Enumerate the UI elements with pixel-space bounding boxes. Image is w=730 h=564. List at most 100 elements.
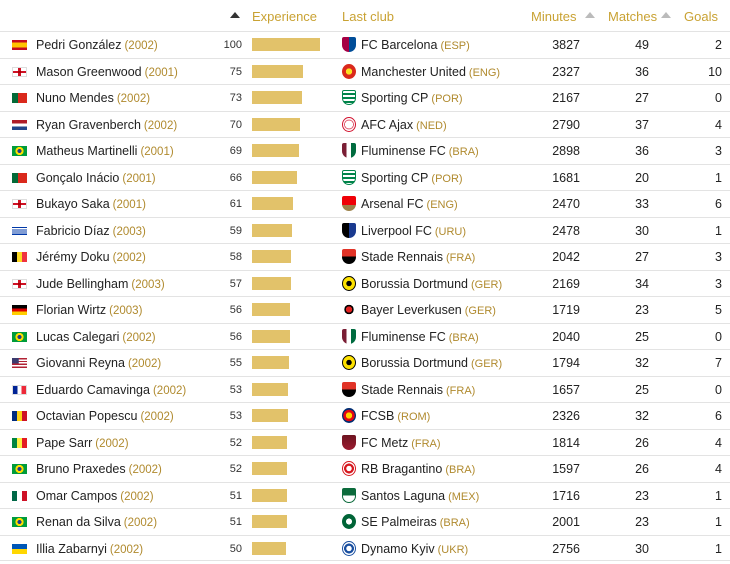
minutes-value: 2470 xyxy=(552,197,580,211)
last-club-name[interactable]: Santos Laguna (MEX) xyxy=(361,489,479,503)
last-club-name[interactable]: Sporting CP (POR) xyxy=(361,171,463,185)
table-row[interactable]: Lucas Calegari (2002) 56 Fluminense FC (BRA)… xyxy=(0,322,730,350)
last-club-name[interactable]: Stade Rennais (FRA) xyxy=(361,250,475,264)
last-club-name[interactable]: SE Palmeiras (BRA) xyxy=(361,515,470,529)
player-name-text: Gonçalo Inácio xyxy=(36,170,120,185)
table-row[interactable]: Florian Wirtz (2003) 56 Bayer Leverkusen (GE… xyxy=(0,296,730,323)
matches-sort-icon[interactable] xyxy=(661,12,671,18)
experience-bar xyxy=(252,303,290,316)
experience-bar xyxy=(252,409,288,422)
portugal-flag-icon xyxy=(12,93,27,103)
last-club-column-header[interactable]: Last club xyxy=(342,9,395,24)
last-club-name[interactable]: Dynamo Kyiv (UKR) xyxy=(361,542,468,556)
last-club-name[interactable]: Borussia Dortmund (GER) xyxy=(361,356,502,370)
experience-column-header[interactable]: Experience xyxy=(252,9,318,24)
club-name-text: Stade Rennais xyxy=(361,382,444,397)
barcelona-crest-icon xyxy=(342,37,356,52)
matches-value: 30 xyxy=(635,223,649,238)
minutes-value: 1681 xyxy=(552,170,580,185)
player-name[interactable]: Omar Campos (2002) xyxy=(36,489,154,503)
last-club-name[interactable]: Sporting CP (POR) xyxy=(361,91,463,105)
matches-value: 36 xyxy=(635,64,649,79)
player-name[interactable]: Illia Zabarnyi (2002) xyxy=(36,542,143,556)
birth-year: (2001) xyxy=(144,66,178,79)
matches-value: 23 xyxy=(635,303,649,317)
experience-value: 73 xyxy=(229,92,242,104)
last-club-name[interactable]: Bayer Leverkusen (GER) xyxy=(361,303,496,317)
last-club-name[interactable]: Manchester United (ENG) xyxy=(361,65,500,79)
table-row[interactable]: Matheus Martinelli (2001) 69 Fluminense FC(… xyxy=(0,137,730,164)
club-country: (POR) xyxy=(431,172,463,185)
birth-year: (2002) xyxy=(140,411,174,423)
last-club-name[interactable]: FCSB (ROM) xyxy=(361,409,430,423)
table-row[interactable]: Bukayo Saka (2001) 61 Arsenal FC (ENG) 2470 33… xyxy=(0,190,730,217)
player-name[interactable]: Bruno Praxedes (2002) xyxy=(36,462,162,476)
player-name[interactable]: Nuno Mendes (2002) xyxy=(36,91,150,105)
player-name[interactable]: Jérémy Doku (2002) xyxy=(36,250,146,264)
last-club-name[interactable]: Fluminense FC (BRA) xyxy=(361,144,479,158)
experience-value: 69 xyxy=(229,145,242,157)
minutes-sort-icon[interactable] xyxy=(585,12,595,18)
last-club-name[interactable]: Arsenal FC (ENG) xyxy=(361,197,458,211)
table-row[interactable]: Ryan Gravenberch (2002) 70 AFC Ajax (NED) 279… xyxy=(0,110,730,138)
table-row[interactable]: Fabricio Díaz (2003) 59 Liverpool FC (URU) 24… xyxy=(0,216,730,244)
matches-column-header[interactable]: Matches xyxy=(608,9,658,24)
matches-value: 26 xyxy=(635,435,649,450)
player-name[interactable]: Jude Bellingham (2003) xyxy=(36,277,165,291)
table-row[interactable]: Jude Bellingham (2003) 57 Borussia Dortmund… xyxy=(0,269,730,297)
player-name[interactable]: Giovanni Reyna (2002) xyxy=(36,356,161,370)
birth-year: (2002) xyxy=(95,437,129,450)
last-club-name[interactable]: AFC Ajax (NED) xyxy=(361,118,447,132)
player-name[interactable]: Lucas Calegari (2002) xyxy=(36,330,156,344)
usa-flag-icon xyxy=(12,358,27,368)
player-name[interactable]: Octavian Popescu (2002) xyxy=(36,409,174,423)
last-club-name[interactable]: Borussia Dortmund (GER) xyxy=(361,277,502,291)
table-row[interactable]: Omar Campos (2002) 51 Santos Laguna (MEX) 171… xyxy=(0,481,730,509)
last-club-name[interactable]: FC Metz (FRA) xyxy=(361,436,441,450)
player-name-text: Jérémy Doku xyxy=(36,250,110,264)
last-club-name[interactable]: FC Barcelona (ESP) xyxy=(361,38,470,52)
metz-crest-icon xyxy=(342,434,356,450)
player-name[interactable]: Pedri González (2002) xyxy=(36,38,158,52)
table-row[interactable]: Eduardo Camavinga (2002) 53 Stade Rennais (F… xyxy=(0,375,730,403)
last-club-name[interactable]: RB Bragantino (BRA) xyxy=(361,462,475,476)
table-row[interactable]: Pape Sarr (2002) 52 FC Metz (FRA) 1814 26 4 xyxy=(0,428,730,456)
player-name[interactable]: Pape Sarr (2002) xyxy=(36,436,129,450)
player-name[interactable]: Florian Wirtz (2003) xyxy=(36,303,142,317)
table-row[interactable]: Octavian Popescu (2002) 53 FCSB (ROM) 2326 32 6 xyxy=(0,402,730,429)
table-row[interactable]: Nuno Mendes (2002) 73 Sporting CP (POR) 2167 2… xyxy=(0,84,730,111)
last-club-name[interactable]: Liverpool FC (URU) xyxy=(361,224,466,238)
table-row[interactable]: Pedri González (2002) 100 FC Barcelona (ESP)… xyxy=(0,31,730,58)
player-name[interactable]: Eduardo Camavinga (2002) xyxy=(36,383,186,397)
birth-year: (2002) xyxy=(124,40,158,52)
goals-column-header[interactable]: Goals xyxy=(684,9,718,24)
club-country: (BRA) xyxy=(448,146,479,158)
table-row[interactable]: Giovanni Reyna (2002) 55 Borussia Dortmund(… xyxy=(0,349,730,376)
club-name-text: Manchester United xyxy=(361,64,466,79)
table-row[interactable]: Bruno Praxedes (2002) 52 RB Bragantino (BRA)… xyxy=(0,455,730,482)
table-row[interactable]: Mason Greenwood (2001) 75 Manchester United… xyxy=(0,57,730,85)
player-name[interactable]: Fabricio Díaz (2003) xyxy=(36,224,146,238)
table-row[interactable]: Gonçalo Inácio (2001) 66 Sporting CP (POR) 16… xyxy=(0,163,730,191)
club-country: (URU) xyxy=(434,225,467,238)
arsenal-crest-icon xyxy=(342,196,356,211)
player-name[interactable]: Ryan Gravenberch (2002) xyxy=(36,118,177,132)
minutes-column-header[interactable]: Minutes xyxy=(531,9,577,24)
player-name[interactable]: Gonçalo Inácio (2001) xyxy=(36,171,156,185)
minutes-value: 2001 xyxy=(552,515,580,529)
player-name[interactable]: Bukayo Saka (2001) xyxy=(36,197,146,211)
player-name-text: Illia Zabarnyi xyxy=(36,541,107,556)
player-name[interactable]: Renan da Silva (2002) xyxy=(36,515,157,529)
table-row[interactable]: Illia Zabarnyi (2002) 50 Dynamo Kyiv (UKR) 27… xyxy=(0,534,730,561)
last-club-name[interactable]: Stade Rennais (FRA) xyxy=(361,383,475,397)
experience-value: 66 xyxy=(229,171,242,184)
player-name[interactable]: Mason Greenwood (2001) xyxy=(36,65,178,79)
player-name-text: Pedri González xyxy=(36,38,122,52)
last-club-name[interactable]: Fluminense FC (BRA) xyxy=(361,330,479,344)
player-name[interactable]: Matheus Martinelli (2001) xyxy=(36,144,174,158)
table-row[interactable]: Renan da Silva (2002) 51 SE Palmeiras (BRA) 2… xyxy=(0,508,730,535)
matches-value: 33 xyxy=(635,197,649,211)
minutes-value: 2327 xyxy=(552,64,580,79)
table-row[interactable]: Jérémy Doku (2002) 58 Stade Rennais (FRA) 204… xyxy=(0,243,730,270)
sort-asc-icon[interactable] xyxy=(230,12,240,18)
